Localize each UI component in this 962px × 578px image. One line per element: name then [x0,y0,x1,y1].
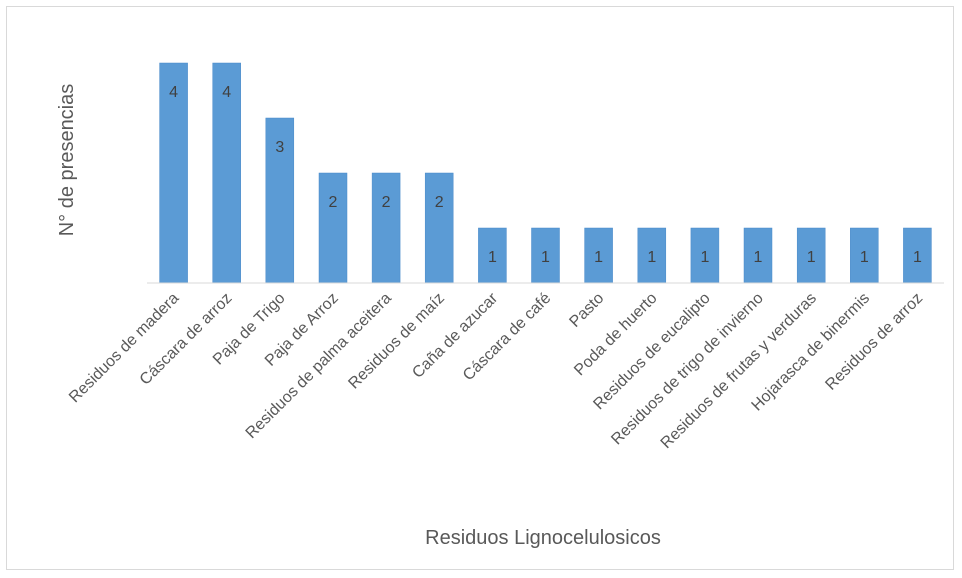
data-label: 1 [594,249,603,266]
bar [743,227,773,284]
bar [850,227,879,284]
data-label: 1 [700,249,709,266]
data-label: 1 [541,249,550,266]
data-label: 1 [647,249,656,266]
x-axis-title: Residuos Lignocelulosicos [425,527,661,549]
x-tick-label: Residuos de maíz [345,290,448,393]
data-label: 1 [807,249,816,266]
bar [265,117,295,284]
data-label: 3 [275,139,284,156]
y-axis-title: N° de presencias [56,84,78,237]
bar [690,227,720,284]
bar [796,227,826,284]
x-tick-label: Cáscara de arroz [137,290,236,389]
data-label: 2 [382,194,391,211]
bar [637,227,667,284]
data-label: 4 [222,84,231,101]
x-tick-label: Pasto [566,290,607,331]
data-label: 2 [329,194,338,211]
bar [212,62,241,284]
bar [903,227,932,284]
bar [159,62,188,284]
bar [478,227,507,284]
bars-layer [159,62,932,284]
data-label: 4 [169,84,178,101]
bar [371,172,401,284]
data-label: 1 [488,249,497,266]
bar [584,227,613,284]
data-label: 1 [860,249,869,266]
data-label: 1 [913,249,922,266]
x-tick-label: Residuos de arroz [822,290,926,394]
data-labels-layer: 4 4 3 2 2 2 1 1 1 1 1 1 1 1 1 [169,84,922,266]
data-label: 1 [754,249,763,266]
bar [424,172,454,284]
data-label: 2 [435,194,444,211]
bar [318,172,348,284]
